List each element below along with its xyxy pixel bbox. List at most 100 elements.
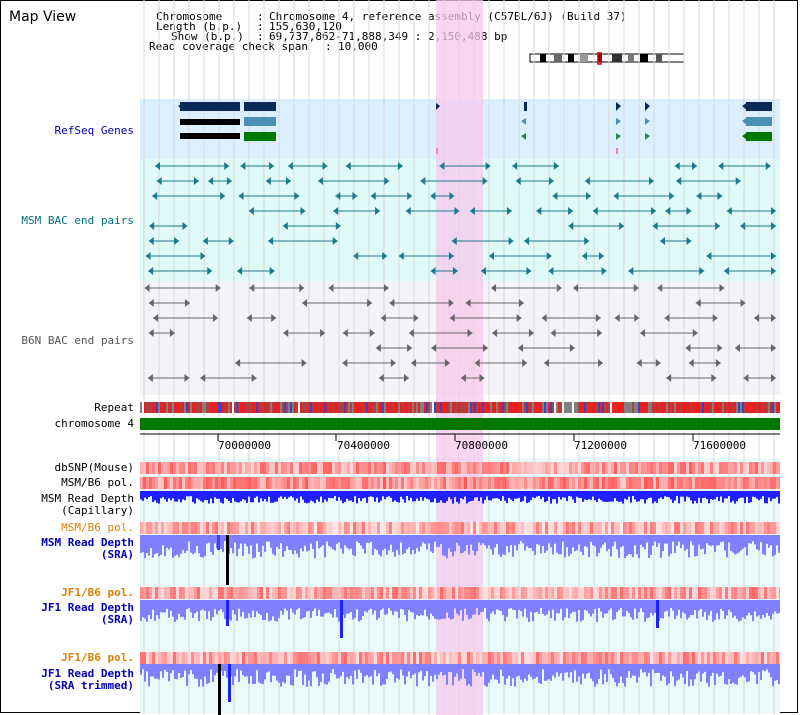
bac-end-marker[interactable] bbox=[215, 284, 221, 292]
bac-end-marker[interactable] bbox=[696, 192, 702, 200]
bac-end-marker[interactable] bbox=[235, 359, 241, 367]
bac-end-marker[interactable] bbox=[169, 329, 175, 337]
chromosome-bar[interactable] bbox=[140, 418, 780, 430]
bac-end-marker[interactable] bbox=[711, 374, 717, 382]
bac-end-marker[interactable] bbox=[771, 314, 776, 322]
bac-end-marker[interactable] bbox=[335, 222, 341, 230]
bac-end-marker[interactable] bbox=[598, 359, 604, 367]
bac-end-marker[interactable] bbox=[370, 192, 376, 200]
bac-end-marker[interactable] bbox=[474, 359, 480, 367]
bac-end-marker[interactable] bbox=[613, 192, 619, 200]
bac-end-marker[interactable] bbox=[454, 207, 460, 215]
bac-end-marker[interactable] bbox=[449, 314, 455, 322]
bac-end-marker[interactable] bbox=[692, 329, 698, 337]
bac-end-marker[interactable] bbox=[573, 284, 579, 292]
bac-end-marker[interactable] bbox=[636, 359, 642, 367]
bac-end-marker[interactable] bbox=[685, 344, 691, 352]
bac-end-marker[interactable] bbox=[300, 207, 306, 215]
bac-end-marker[interactable] bbox=[665, 207, 671, 215]
bac-end-marker[interactable] bbox=[202, 237, 208, 245]
repeat-track[interactable] bbox=[140, 402, 780, 413]
bac-end-marker[interactable] bbox=[664, 314, 670, 322]
bac-end-marker[interactable] bbox=[145, 252, 151, 260]
bac-end-marker[interactable] bbox=[508, 237, 514, 245]
bac-end-marker[interactable] bbox=[449, 192, 455, 200]
bac-end-marker[interactable] bbox=[452, 267, 458, 275]
bac-end-marker[interactable] bbox=[582, 252, 588, 260]
bac-end-marker[interactable] bbox=[657, 284, 663, 292]
bac-end-marker[interactable] bbox=[212, 314, 218, 322]
bac-end-marker[interactable] bbox=[467, 329, 473, 337]
bac-end-marker[interactable] bbox=[226, 177, 232, 185]
bac-end-marker[interactable] bbox=[465, 299, 471, 307]
track-label-msm-b6-pol-2[interactable]: MSM/B6 pol. bbox=[61, 521, 134, 534]
bac-end-marker[interactable] bbox=[482, 344, 488, 352]
bac-end-marker[interactable] bbox=[666, 374, 672, 382]
bac-end-marker[interactable] bbox=[723, 267, 729, 275]
jf1-b6-pol-track-1[interactable] bbox=[140, 587, 780, 599]
bac-end-marker[interactable] bbox=[367, 299, 373, 307]
bac-end-marker[interactable] bbox=[375, 344, 381, 352]
track-label-msm-bac[interactable]: MSM BAC end pairs bbox=[21, 214, 134, 227]
bac-end-marker[interactable] bbox=[526, 267, 532, 275]
jf1-depth-trimmed-track[interactable] bbox=[140, 664, 780, 715]
track-label-jf1-b6-pol-1[interactable]: JF1/B6 pol. bbox=[61, 586, 134, 599]
bac-end-marker[interactable] bbox=[676, 177, 682, 185]
bac-end-marker[interactable] bbox=[592, 207, 598, 215]
bac-end-marker[interactable] bbox=[706, 252, 712, 260]
bac-end-marker[interactable] bbox=[420, 177, 426, 185]
bac-end-marker[interactable] bbox=[444, 359, 450, 367]
bac-end-marker[interactable] bbox=[726, 207, 732, 215]
bac-end-marker[interactable] bbox=[411, 359, 417, 367]
bac-end-marker[interactable] bbox=[597, 329, 603, 337]
bac-end-marker[interactable] bbox=[375, 207, 381, 215]
bac-end-marker[interactable] bbox=[322, 162, 328, 170]
bac-end-marker[interactable] bbox=[669, 192, 675, 200]
bac-end-marker[interactable] bbox=[352, 192, 358, 200]
b6n-bac-pairs-track[interactable] bbox=[140, 281, 780, 395]
bac-end-marker[interactable] bbox=[506, 207, 512, 215]
bac-end-marker[interactable] bbox=[407, 192, 413, 200]
bac-end-marker[interactable] bbox=[633, 284, 639, 292]
bac-end-marker[interactable] bbox=[460, 374, 466, 382]
bac-end-marker[interactable] bbox=[283, 329, 289, 337]
bac-end-marker[interactable] bbox=[699, 267, 705, 275]
bac-end-marker[interactable] bbox=[595, 314, 601, 322]
bac-end-marker[interactable] bbox=[740, 299, 746, 307]
bac-end-marker[interactable] bbox=[369, 329, 375, 337]
bac-end-marker[interactable] bbox=[719, 284, 725, 292]
bac-end-marker[interactable] bbox=[584, 177, 590, 185]
bac-end-marker[interactable] bbox=[174, 237, 180, 245]
bac-end-marker[interactable] bbox=[335, 192, 341, 200]
bac-end-marker[interactable] bbox=[152, 192, 158, 200]
refseq-genes-track[interactable] bbox=[140, 99, 780, 159]
bac-end-marker[interactable] bbox=[651, 207, 657, 215]
bac-end-marker[interactable] bbox=[248, 207, 254, 215]
bac-end-marker[interactable] bbox=[512, 162, 518, 170]
bac-end-marker[interactable] bbox=[390, 359, 396, 367]
bac-end-marker[interactable] bbox=[153, 314, 159, 322]
bac-end-marker[interactable] bbox=[154, 162, 160, 170]
bac-end-marker[interactable] bbox=[200, 374, 206, 382]
bac-end-marker[interactable] bbox=[688, 359, 694, 367]
bac-end-marker[interactable] bbox=[619, 222, 625, 230]
bac-end-marker[interactable] bbox=[282, 222, 288, 230]
bac-end-marker[interactable] bbox=[353, 252, 359, 260]
bac-end-marker[interactable] bbox=[771, 344, 776, 352]
bac-end-marker[interactable] bbox=[655, 359, 661, 367]
bac-end-marker[interactable] bbox=[430, 192, 436, 200]
bac-end-marker[interactable] bbox=[345, 162, 351, 170]
bac-end-marker[interactable] bbox=[614, 314, 620, 322]
bac-end-marker[interactable] bbox=[302, 299, 308, 307]
bac-end-marker[interactable] bbox=[717, 344, 723, 352]
bac-end-marker[interactable] bbox=[405, 207, 411, 215]
msm-bac-pairs-track[interactable] bbox=[140, 159, 780, 281]
bac-end-marker[interactable] bbox=[518, 344, 524, 352]
track-label-msm-depth-cap[interactable]: MSM Read Depth bbox=[41, 492, 134, 505]
bac-end-marker[interactable] bbox=[734, 344, 740, 352]
bac-end-marker[interactable] bbox=[652, 222, 658, 230]
bac-end-marker[interactable] bbox=[439, 162, 445, 170]
bac-end-marker[interactable] bbox=[771, 252, 776, 260]
bac-end-marker[interactable] bbox=[398, 252, 404, 260]
bac-end-marker[interactable] bbox=[586, 192, 592, 200]
